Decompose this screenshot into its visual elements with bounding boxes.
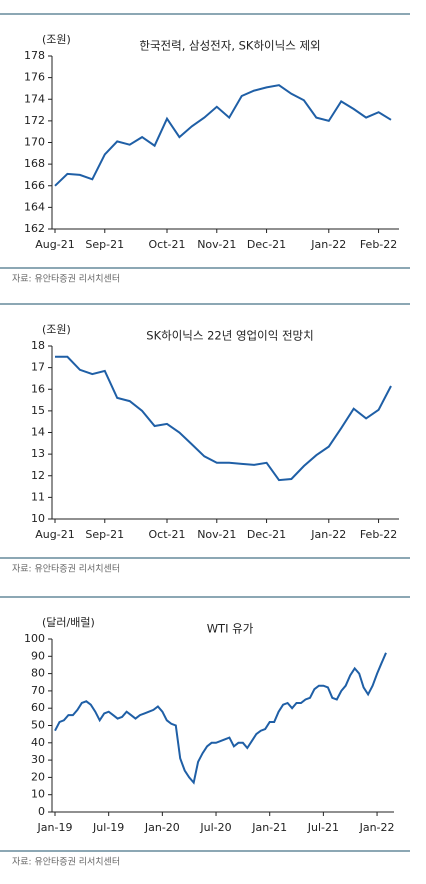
x-tick-label: Dec-21 xyxy=(247,238,286,251)
y-tick-label: 0 xyxy=(38,805,45,818)
source: 자료: 유안타증권 리서치센터 xyxy=(12,563,120,575)
x-tick-label: Jul-19 xyxy=(92,821,124,834)
y-tick-label: 16 xyxy=(31,382,45,395)
x-tick-label: Nov-21 xyxy=(197,238,236,251)
y-tick-label: 40 xyxy=(31,736,45,749)
chart-title: 한국전력, 삼성전자, SK하이닉스 제외 xyxy=(139,39,320,53)
y-tick-label: 11 xyxy=(31,490,45,503)
y-tick-label: 18 xyxy=(31,339,45,352)
y-tick-label: 170 xyxy=(24,136,45,149)
y-tick-label: 172 xyxy=(24,114,45,127)
chart-title: SK하이닉스 22년 영업이익 전망치 xyxy=(146,329,313,343)
x-tick-label: Nov-21 xyxy=(197,528,236,541)
source: 자료: 유안타증권 리서치센터 xyxy=(12,273,120,285)
x-tick-label: Dec-21 xyxy=(247,528,286,541)
x-tick-label: Oct-21 xyxy=(149,528,186,541)
y-tick-label: 30 xyxy=(31,753,45,766)
x-tick-label: Aug-21 xyxy=(35,238,74,251)
x-tick-label: Sep-21 xyxy=(85,528,124,541)
y-tick-label: 60 xyxy=(31,701,45,714)
x-tick-label: Jan-20 xyxy=(144,821,180,834)
y-tick-label: 12 xyxy=(31,469,45,482)
y-tick-label: 17 xyxy=(31,361,45,374)
x-tick-label: Jan-22 xyxy=(359,821,395,834)
x-tick-label: Feb-22 xyxy=(360,238,397,251)
y-tick-label: 10 xyxy=(31,788,45,801)
data-line xyxy=(55,355,392,482)
y-tick-label: 90 xyxy=(31,649,45,662)
y-tick-label: 80 xyxy=(31,667,45,680)
y-tick-label: 168 xyxy=(24,157,45,170)
y-tick-label: 20 xyxy=(31,770,45,783)
x-tick-label: Jan-19 xyxy=(37,821,73,834)
x-tick-label: Jul-21 xyxy=(307,821,339,834)
y-axis-label: (조원) xyxy=(42,33,71,46)
data-line xyxy=(54,652,387,785)
y-tick-label: 178 xyxy=(24,49,45,62)
x-tick-label: Jan-22 xyxy=(310,238,346,251)
x-tick-label: Jul-20 xyxy=(199,821,231,834)
y-tick-label: 174 xyxy=(24,92,45,105)
y-tick-label: 176 xyxy=(24,71,45,84)
x-tick-label: Jan-21 xyxy=(251,821,287,834)
y-tick-label: 164 xyxy=(24,200,45,213)
chart-title: WTI 유가 xyxy=(207,622,254,636)
y-axis-label: (달러/배럴) xyxy=(42,616,95,629)
x-tick-label: Oct-21 xyxy=(149,238,186,251)
y-tick-label: 100 xyxy=(24,632,45,645)
y-tick-label: 166 xyxy=(24,179,45,192)
x-tick-label: Jan-22 xyxy=(310,528,346,541)
y-tick-label: 50 xyxy=(31,719,45,732)
source: 자료: 유안타증권 리서치센터 xyxy=(12,856,120,868)
x-tick-label: Sep-21 xyxy=(85,238,124,251)
data-line xyxy=(54,84,392,187)
y-tick-label: 162 xyxy=(24,222,45,235)
y-tick-label: 14 xyxy=(31,426,45,439)
y-tick-label: 10 xyxy=(31,512,45,525)
y-tick-label: 70 xyxy=(31,684,45,697)
x-tick-label: Feb-22 xyxy=(360,528,397,541)
y-tick-label: 13 xyxy=(31,447,45,460)
x-tick-label: Aug-21 xyxy=(35,528,74,541)
y-axis-label: (조원) xyxy=(42,323,71,336)
y-tick-label: 15 xyxy=(31,404,45,417)
